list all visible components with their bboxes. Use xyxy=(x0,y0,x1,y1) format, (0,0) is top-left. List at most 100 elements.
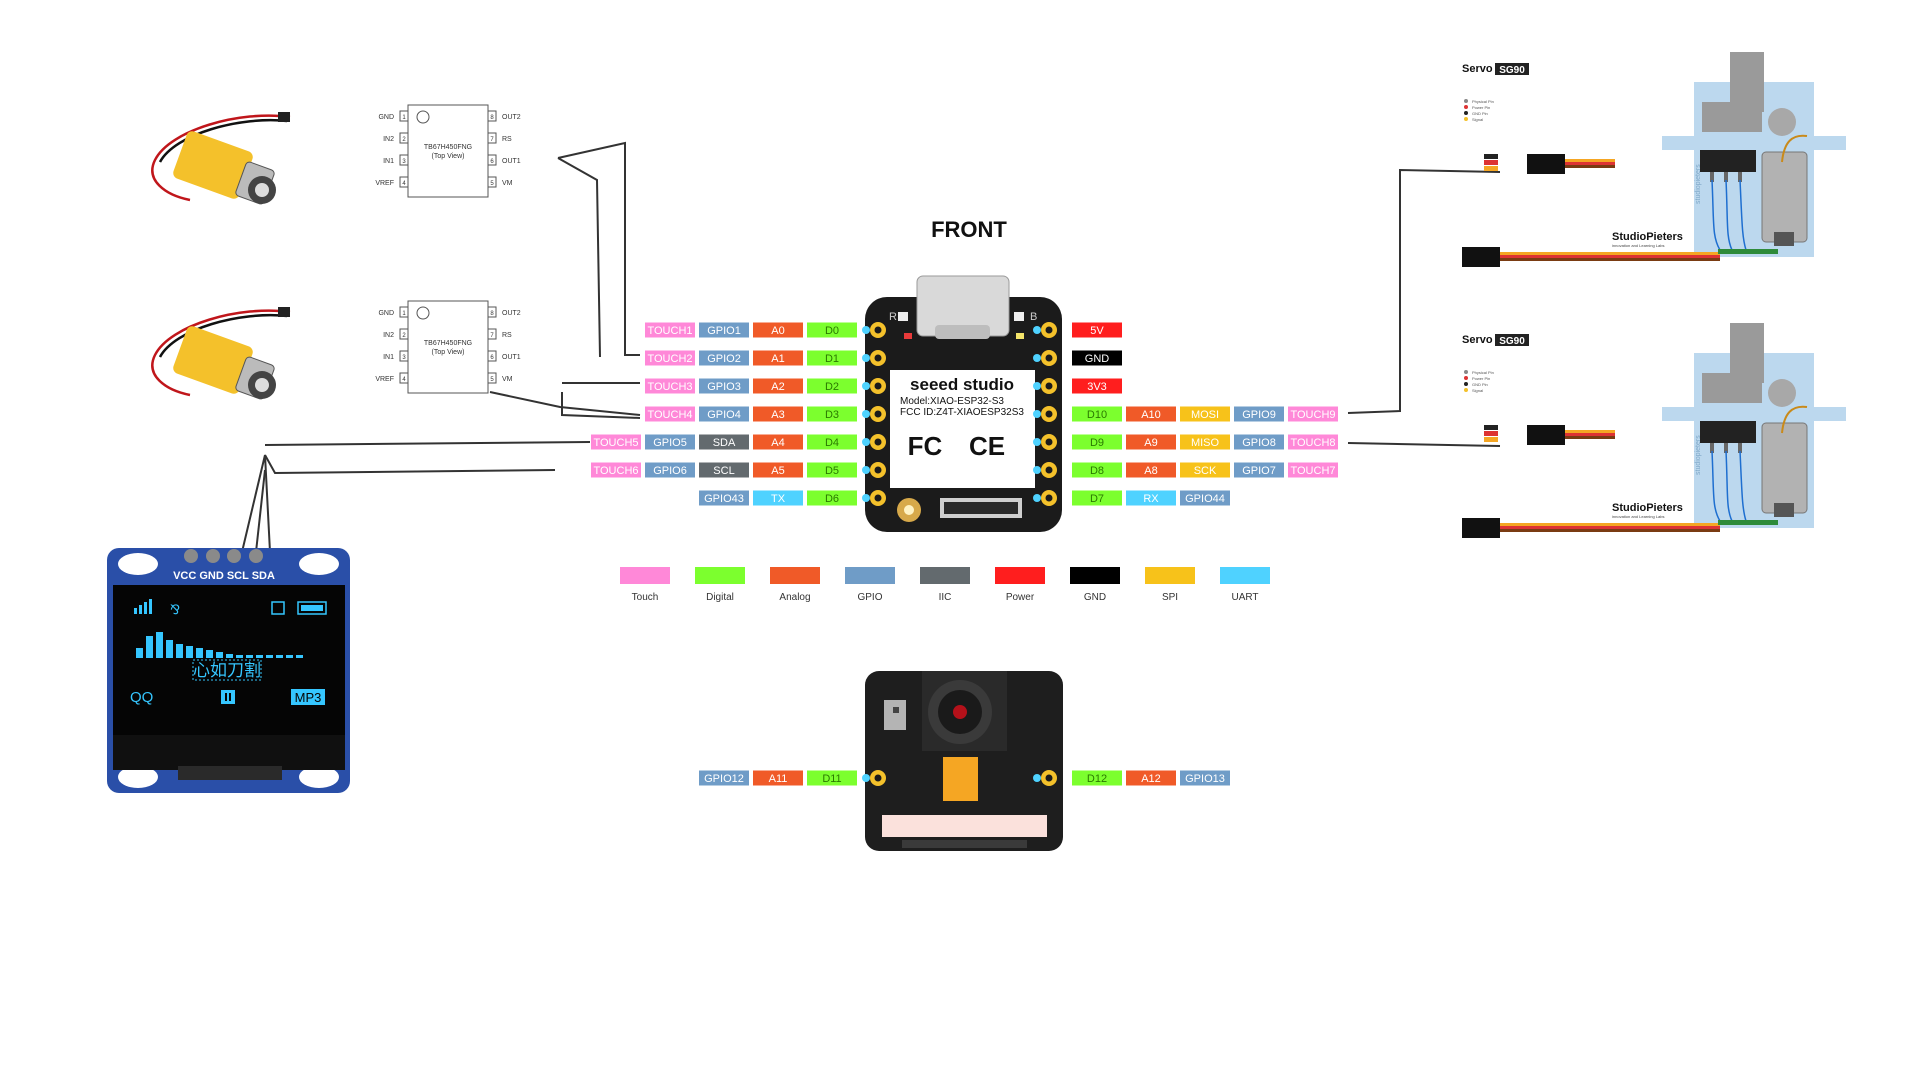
legend-swatch xyxy=(770,567,820,584)
camera-pin-labels: D11 A11 GPIO12 D12 A12 GPIO13 xyxy=(699,770,1230,786)
chip-pin-name: IN1 xyxy=(383,354,394,361)
pin-label-text: GPIO2 xyxy=(707,353,741,365)
legend-item-gpio: GPIO xyxy=(845,567,895,603)
legend-swatch xyxy=(1220,567,1270,584)
board-brand: seeed studio xyxy=(910,375,1014,394)
left-pin-a3: A3 xyxy=(753,406,803,422)
legend-label: Analog xyxy=(779,592,810,603)
bluetooth-icon: ⅋ xyxy=(170,602,180,617)
left-pin-d2: D2 xyxy=(807,378,857,394)
right-pin-a8: A8 xyxy=(1126,462,1176,478)
chip-pin-number: 4 xyxy=(402,377,406,383)
pin-label-text: TOUCH5 xyxy=(593,437,638,449)
pin-label-text: D9 xyxy=(1090,437,1104,449)
pin-label-text: TOUCH9 xyxy=(1290,409,1335,421)
chip-pin-name: GND xyxy=(378,310,394,317)
camera-pin-gpio13: GPIO13 xyxy=(1180,770,1230,786)
servo-name: Servo xyxy=(1462,334,1493,346)
pin-label-text: GPIO43 xyxy=(704,493,744,505)
board-fcc-id: FCC ID:Z4T-XIAOESP32S3 xyxy=(900,407,1024,418)
color-legend: Touch Digital Analog GPIO IIC Power GND SPI UART xyxy=(620,567,1270,603)
left-pin-gpio3: GPIO3 xyxy=(699,378,749,394)
pin-label-text: TOUCH8 xyxy=(1290,437,1335,449)
left-pin-touch3: TOUCH3 xyxy=(645,378,695,394)
servo-tagline: innovation and Learning Labs xyxy=(1612,514,1665,519)
right-pin-gpio8: GPIO8 xyxy=(1234,434,1284,450)
pause-icon xyxy=(221,690,235,704)
xiao-board: seeed studio Model:XIAO-ESP32-S3 FCC ID:… xyxy=(865,275,1062,532)
left-pin-touch6: TOUCH6 xyxy=(591,462,641,478)
oled-song-title: 心如刀割 xyxy=(193,661,261,680)
pin-label-text: A2 xyxy=(771,381,784,393)
pin-label-text: A1 xyxy=(771,353,784,365)
pin-label-text: MOSI xyxy=(1191,409,1219,421)
pin-label-text: A10 xyxy=(1141,409,1161,421)
legend-label: UART xyxy=(1231,592,1258,603)
chip-pin-name: IN2 xyxy=(383,332,394,339)
camera-pin-a11: A11 xyxy=(753,770,803,786)
pin-label-text: GPIO9 xyxy=(1242,409,1276,421)
chip-view-note: (Top View) xyxy=(432,153,465,160)
servo-brand: StudioPieters xyxy=(1612,502,1683,514)
chip-pin-number: 7 xyxy=(490,333,494,339)
left-pin-d5: D5 xyxy=(807,462,857,478)
camera-pin-a12: A12 xyxy=(1126,770,1176,786)
pin-label-text: A4 xyxy=(771,437,784,449)
left-pin-labels: D0 A0 GPIO1 TOUCH1 D1 A1 GPIO2 TOUCH2 D2 A2 GPIO3 T… xyxy=(591,322,886,506)
chip-pin-number: 1 xyxy=(402,115,406,121)
legend-swatch xyxy=(845,567,895,584)
pin-label-text: D10 xyxy=(1087,409,1107,421)
chip-pin-number: 4 xyxy=(402,181,406,187)
camera-pin-d11: D11 xyxy=(807,770,857,786)
servo-model: SG90 xyxy=(1499,336,1525,347)
oled-header-pins: VCC GND SCL SDA xyxy=(173,570,275,582)
right-pin-touch7: TOUCH7 xyxy=(1288,462,1338,478)
pin-label-text: D1 xyxy=(825,353,839,365)
motor-driver-1: TB67H450FNG (Top View) 1 GND 8 OUT2 2 IN2 7 RS 3 IN… xyxy=(375,104,521,198)
pin-label-text: A5 xyxy=(771,465,784,477)
legend-label: GND xyxy=(1084,592,1106,603)
legend-item-touch: Touch xyxy=(620,567,670,603)
signal-icon xyxy=(134,599,152,614)
chip-pin-number: 5 xyxy=(490,377,494,383)
pin-label-text: D8 xyxy=(1090,465,1104,477)
legend-item-spi: SPI xyxy=(1145,567,1195,603)
pin-label-text: 5V xyxy=(1090,325,1104,337)
pin-label-text: 3V3 xyxy=(1087,381,1107,393)
right-pin-gpio9: GPIO9 xyxy=(1234,406,1284,422)
pin-label-text: GPIO7 xyxy=(1242,465,1276,477)
right-pin-miso: MISO xyxy=(1180,434,1230,450)
chip-part-number: TB67H450FNG xyxy=(424,340,472,347)
chip-pin-name: OUT1 xyxy=(502,158,521,165)
legend-label: Power xyxy=(1006,592,1035,603)
pin-label-text: D2 xyxy=(825,381,839,393)
right-pin-touch8: TOUCH8 xyxy=(1288,434,1338,450)
right-pin-gpio7: GPIO7 xyxy=(1234,462,1284,478)
left-pin-a2: A2 xyxy=(753,378,803,394)
oled-module: VCC GND SCL SDA ⅋ 心如刀割 QQ MP3 xyxy=(107,548,350,793)
left-pin-d3: D3 xyxy=(807,406,857,422)
left-pin-a0: A0 xyxy=(753,322,803,338)
pin-label-text: TOUCH4 xyxy=(647,409,692,421)
chip-pin-number: 8 xyxy=(490,311,494,317)
dc-motor-1 xyxy=(151,112,291,205)
pin-label-text: D0 xyxy=(825,325,839,337)
pin-label-text: D7 xyxy=(1090,493,1104,505)
chip-part-number: TB67H450FNG xyxy=(424,144,472,151)
pin-label-text: GPIO5 xyxy=(653,437,687,449)
right-pin-gpio44: GPIO44 xyxy=(1180,490,1230,506)
chip-pin-number: 2 xyxy=(402,137,406,143)
servo-name: Servo xyxy=(1462,63,1493,75)
chip-pin-name: GND xyxy=(378,114,394,121)
chip-pin-name: RS xyxy=(502,136,512,143)
servo-brand: StudioPieters xyxy=(1612,231,1683,243)
pin-label-text: A8 xyxy=(1144,465,1157,477)
chip-pin-number: 8 xyxy=(490,115,494,121)
corner-label-r: R xyxy=(889,311,897,323)
legend-item-analog: Analog xyxy=(770,567,820,603)
right-pin-gnd: GND xyxy=(1072,350,1122,366)
pin-label-text: A11 xyxy=(769,773,788,785)
pin-label-text: GND xyxy=(1085,353,1110,365)
servo-pin-note: GND Pin xyxy=(1472,111,1488,116)
diagram-title: FRONT xyxy=(931,217,1007,242)
